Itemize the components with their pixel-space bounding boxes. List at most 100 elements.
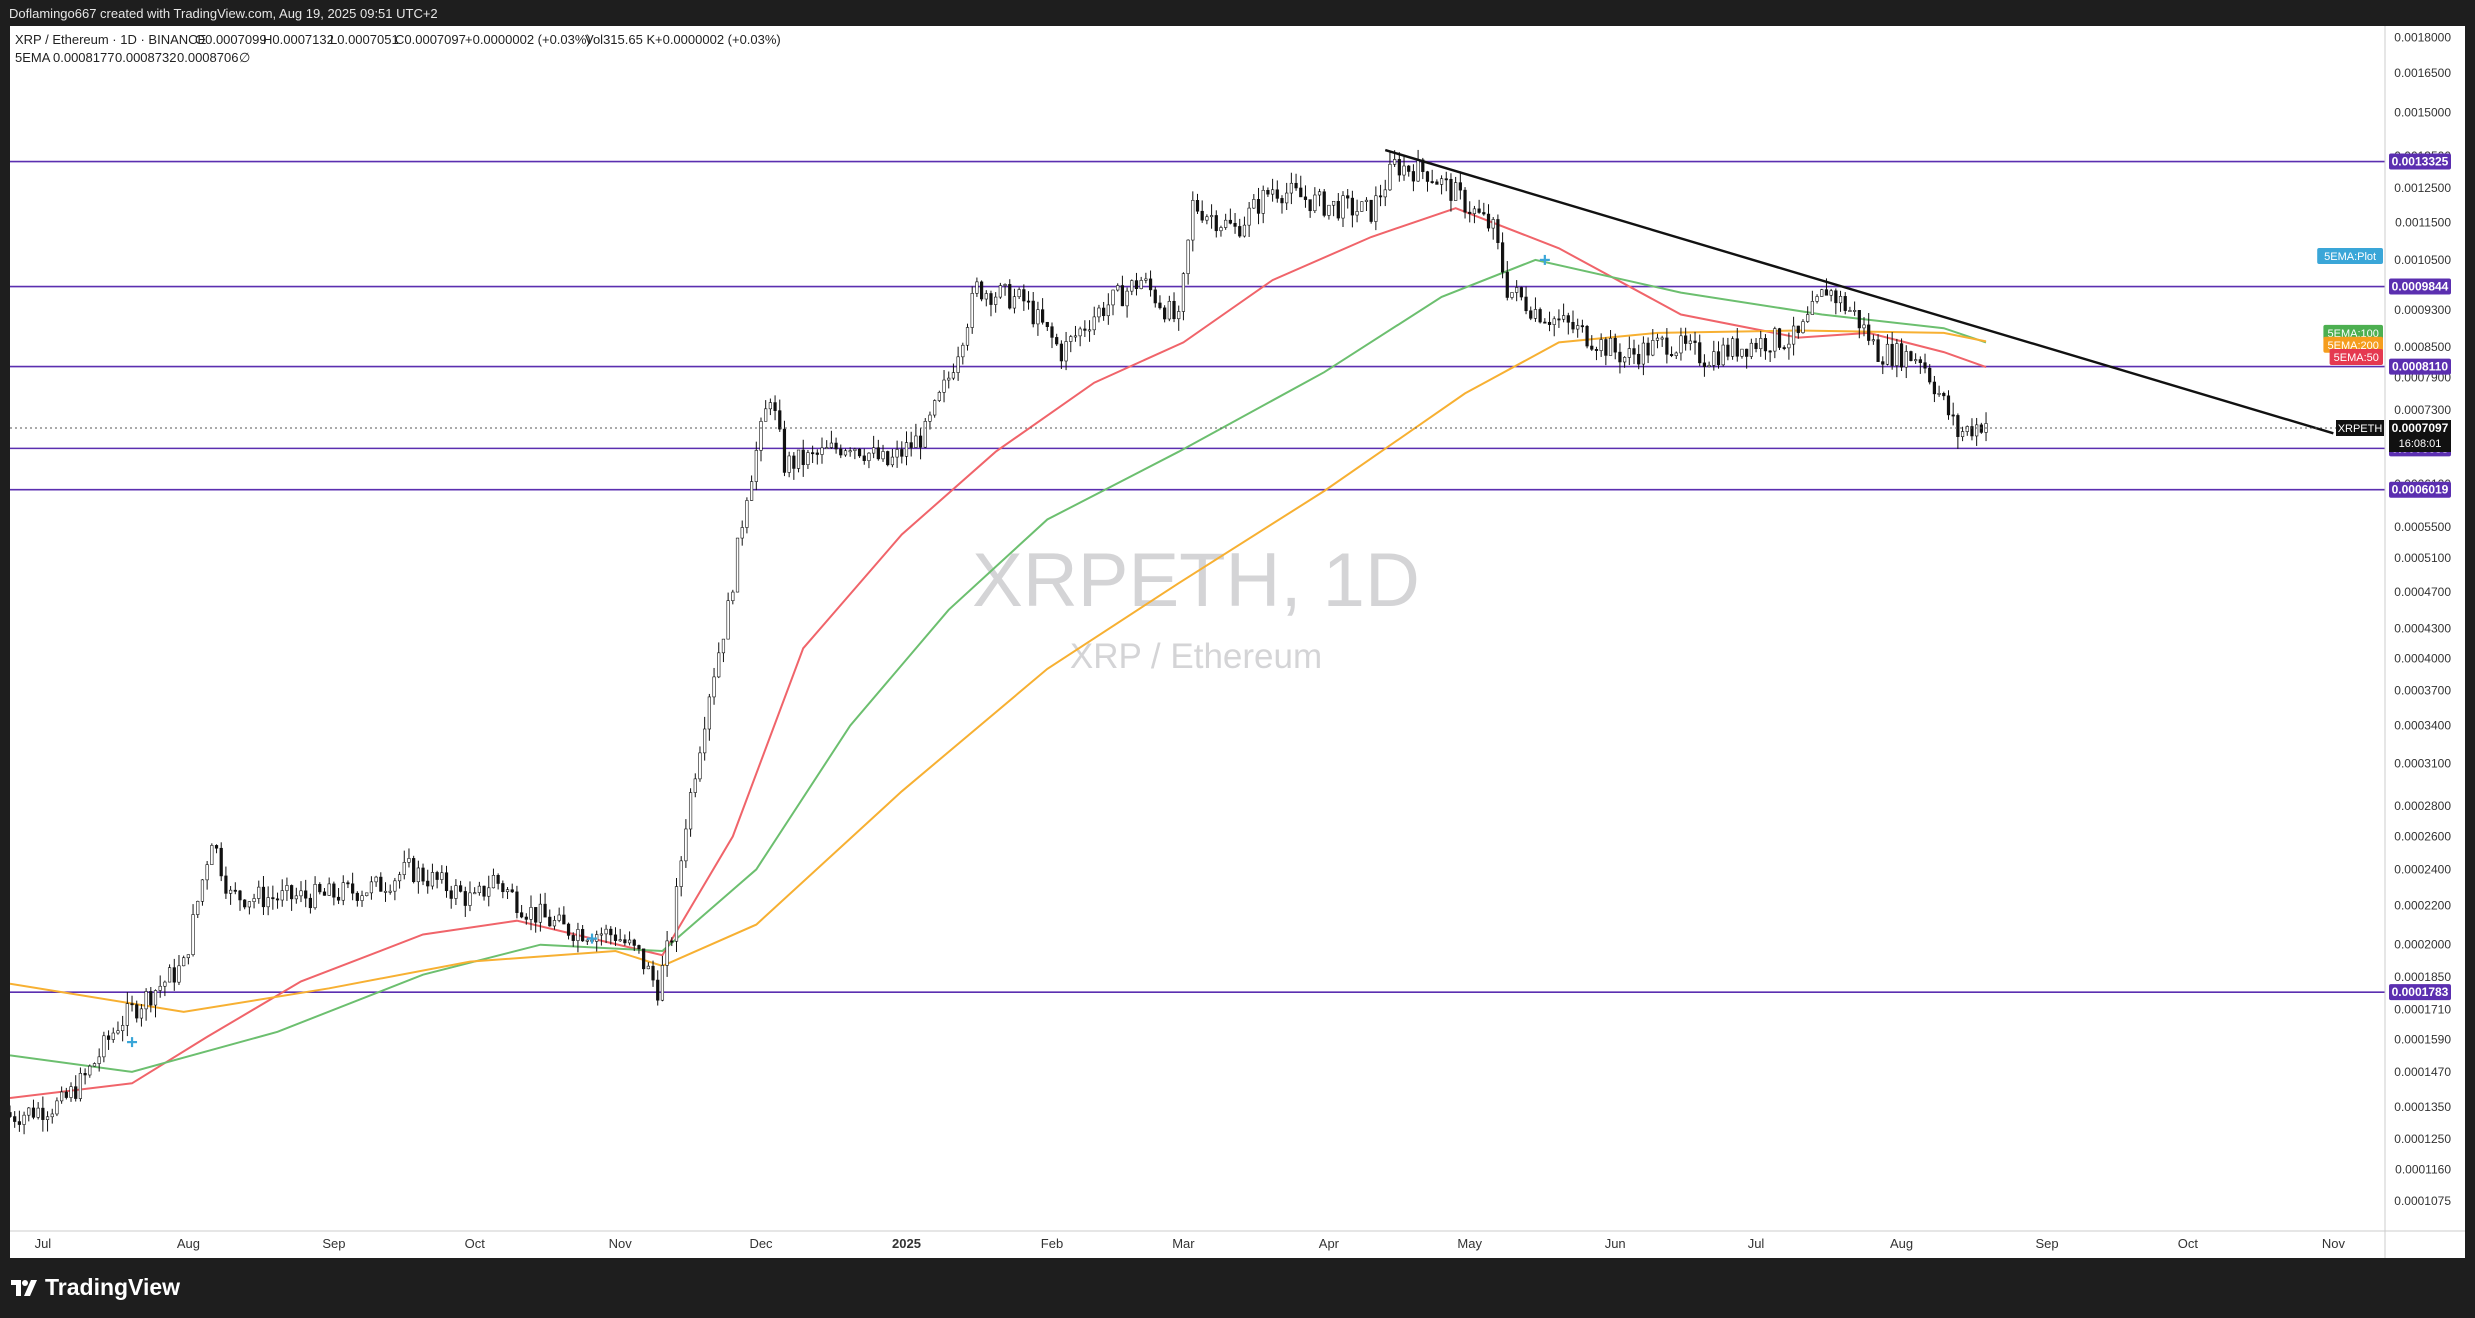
candle-up: [1749, 342, 1753, 357]
candle-down: [106, 1035, 111, 1040]
candle-up: [787, 455, 791, 473]
candle-down: [566, 923, 571, 936]
candle-up: [1651, 340, 1655, 356]
last-price-countdown: 16:08:01: [2399, 438, 2442, 450]
candle-down: [1946, 395, 1951, 416]
price-tick-label: 0.0001710: [2394, 1002, 2451, 1016]
candle-down: [1646, 342, 1650, 356]
candle-up: [1608, 337, 1613, 356]
legend-ema-50-value: 0.0008177: [53, 50, 114, 65]
candle-down: [1566, 315, 1570, 323]
candle-up: [121, 1025, 125, 1032]
candle-down: [571, 935, 575, 941]
candle-up: [1270, 189, 1275, 195]
candle-up: [1177, 311, 1181, 320]
candle-up: [487, 887, 491, 897]
candle-down: [1153, 289, 1157, 304]
candle-up: [975, 281, 979, 294]
candle-down: [1702, 362, 1707, 367]
candle-up: [1937, 393, 1941, 395]
ema-tag: 5EMA:50: [2329, 349, 2383, 366]
legend-indicator-name: 5EMA: [15, 50, 51, 65]
candle-up: [402, 862, 406, 875]
candle-down: [524, 916, 528, 920]
candle-up: [1416, 159, 1420, 182]
candle-down: [449, 890, 453, 899]
candle-down: [304, 890, 308, 899]
candle-up: [1679, 335, 1683, 354]
candle-down: [1899, 343, 1904, 368]
candle-up: [1759, 338, 1763, 349]
candle-up: [1341, 195, 1345, 219]
candle-up: [552, 920, 557, 927]
candle-down: [1613, 337, 1617, 353]
candle-up: [1191, 200, 1195, 241]
candle-up: [1810, 301, 1814, 315]
price-tick-label: 0.0001250: [2394, 1132, 2451, 1146]
candle-up: [505, 889, 510, 893]
candle-up: [646, 965, 650, 970]
candle-up: [806, 452, 810, 465]
candle-up: [139, 1008, 144, 1019]
price-axis: 0.00180000.00165000.00150000.00135000.00…: [2394, 30, 2451, 1208]
candle-up: [698, 752, 702, 780]
candle-up: [88, 1065, 92, 1076]
candle-up: [374, 876, 378, 883]
candle-up: [1740, 348, 1744, 357]
candle-down: [149, 991, 153, 1006]
price-tick-label: 0.0003400: [2394, 719, 2451, 733]
candle-down: [1449, 178, 1453, 201]
candle-down: [782, 428, 787, 473]
candle-up: [102, 1035, 106, 1058]
candle-up: [604, 928, 608, 935]
candle-down: [1590, 345, 1594, 350]
candle-down: [1280, 198, 1284, 204]
candle-up: [820, 447, 824, 455]
candle-down: [130, 1003, 134, 1006]
candle-up: [200, 879, 205, 902]
candle-up: [717, 652, 721, 678]
price-tick-label: 0.0011500: [2395, 215, 2451, 229]
level-label: 0.0009844: [2389, 278, 2451, 295]
candle-down: [548, 916, 552, 927]
candle-down: [1378, 195, 1383, 198]
price-tick-label: 0.0010500: [2394, 253, 2451, 267]
candle-up: [998, 285, 1002, 298]
candle-down: [1580, 325, 1584, 328]
candle-up: [1355, 211, 1359, 216]
candle-up: [1773, 328, 1777, 352]
tradingview-brand[interactable]: TradingView: [11, 1274, 180, 1301]
candle-up: [210, 845, 214, 865]
candle-up: [707, 696, 711, 730]
last-price-bg: [2389, 420, 2451, 452]
level-labels: 0.00133250.00098440.00081100.00066530.00…: [2389, 153, 2451, 1001]
ema-tag-bg: [2323, 336, 2383, 353]
candle-down: [426, 880, 430, 887]
time-tick-label: Apr: [1319, 1236, 1340, 1251]
candle-up: [1247, 207, 1251, 226]
candle-down: [1585, 325, 1589, 347]
candle-down: [1022, 289, 1026, 302]
candle-down: [290, 885, 294, 900]
candle-down: [322, 891, 327, 896]
candle-up: [1012, 296, 1017, 309]
candle-down: [1876, 339, 1880, 362]
last-price-tag: XRPETH 0.0007097 16:08:01: [2336, 420, 2451, 452]
trendline: [1384, 148, 2334, 435]
candle-down: [10, 1112, 12, 1117]
candle-up: [557, 914, 561, 921]
ema-tag-bg: [2329, 349, 2383, 366]
candle-down: [351, 883, 355, 894]
candle-up: [1111, 289, 1115, 306]
candle-up: [69, 1086, 73, 1098]
candle-up: [1660, 337, 1664, 340]
candle-up: [167, 967, 172, 983]
time-tick-label: Oct: [465, 1236, 486, 1251]
candle-up: [961, 344, 965, 358]
candle-down: [1824, 289, 1829, 296]
tradingview-logo-icon: [11, 1279, 37, 1296]
candle-up: [111, 1032, 115, 1040]
candle-up: [1965, 426, 1969, 432]
ema-tag-text: 5EMA:200: [2328, 340, 2379, 352]
price-chart[interactable]: XRPETH, 1D XRP / Ethereum 0.0018000 0.001…: [10, 26, 2465, 1258]
